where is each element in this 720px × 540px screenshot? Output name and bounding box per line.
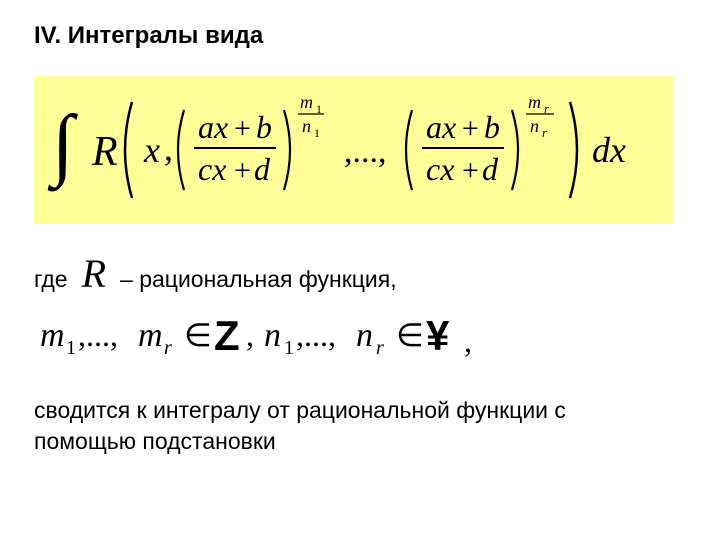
- svg-text:n: n: [302, 116, 311, 136]
- svg-text:b: b: [256, 109, 272, 145]
- svg-text:,...,: ,...,: [344, 133, 387, 170]
- integral-sign: ∫: [47, 100, 79, 192]
- svg-text:1: 1: [66, 337, 76, 359]
- svg-text:m: m: [528, 92, 541, 112]
- svg-text:,: ,: [164, 128, 173, 168]
- svg-text:m: m: [300, 92, 313, 112]
- R-symbol: R: [82, 254, 106, 294]
- svg-text:n: n: [356, 317, 373, 354]
- svg-text:∈: ∈: [184, 317, 212, 353]
- svg-text:r: r: [164, 337, 172, 359]
- sets-membership: m 1 ,..., m r ∈ Z , n 1 ,..., n r ∈ ¥ ,: [34, 312, 686, 367]
- svg-text:1: 1: [284, 337, 294, 359]
- conclusion-text: сводится к интегралу от рациональной фун…: [34, 395, 686, 457]
- conclusion-line-2: помощью подстановки: [34, 426, 686, 457]
- svg-text:cx: cx: [198, 151, 226, 187]
- svg-text:+: +: [234, 154, 251, 187]
- svg-text:ax: ax: [198, 109, 228, 145]
- svg-text:,...,: ,...,: [78, 317, 118, 353]
- svg-text:,: ,: [246, 317, 254, 353]
- slide-title: IV. Интегралы вида: [34, 22, 686, 50]
- svg-text:R: R: [91, 129, 118, 175]
- svg-text:m: m: [40, 317, 65, 354]
- svg-text:+: +: [234, 112, 251, 145]
- svg-text:¥: ¥: [426, 312, 450, 359]
- svg-text:,...,: ,...,: [296, 317, 336, 353]
- svg-text:d: d: [254, 151, 271, 187]
- svg-text:b: b: [484, 109, 500, 145]
- conclusion-line-1: сводится к интегралу от рациональной фун…: [34, 395, 686, 426]
- svg-text:r: r: [542, 125, 548, 140]
- where-line: где R – рациональная функция,: [34, 254, 686, 294]
- svg-text:n: n: [530, 116, 539, 136]
- svg-text:r: r: [376, 337, 384, 359]
- rational-function-text: – рациональная функция,: [120, 266, 397, 293]
- svg-text:d: d: [482, 151, 499, 187]
- svg-text:x: x: [143, 130, 160, 170]
- svg-text:1: 1: [314, 126, 320, 140]
- svg-text:Z: Z: [214, 312, 240, 359]
- integral-formula: ∫ R x , ax + b cx + d m 1 n 1: [44, 90, 664, 210]
- where-label: где: [34, 266, 68, 293]
- svg-text:cx: cx: [426, 151, 454, 187]
- svg-text:n: n: [264, 317, 281, 354]
- svg-text:+: +: [462, 112, 479, 145]
- svg-text:,: ,: [464, 323, 472, 359]
- formula-highlight-box: ∫ R x , ax + b cx + d m 1 n 1: [34, 76, 674, 224]
- svg-text:dx: dx: [592, 130, 626, 170]
- svg-text:∈: ∈: [396, 317, 424, 353]
- svg-text:m: m: [138, 317, 163, 354]
- svg-text:ax: ax: [426, 109, 456, 145]
- svg-text:+: +: [462, 154, 479, 187]
